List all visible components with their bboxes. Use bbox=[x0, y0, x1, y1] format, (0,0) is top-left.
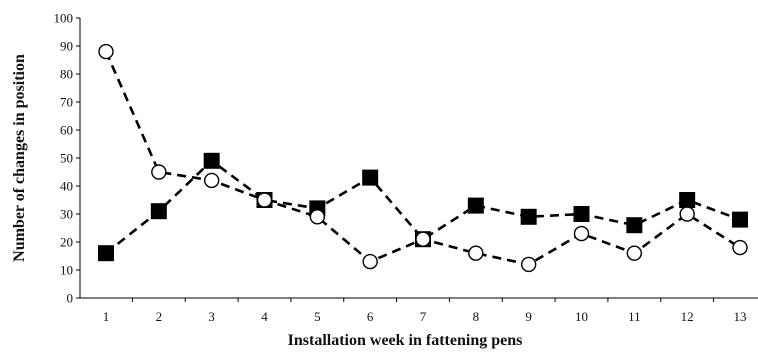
x-axis-title: Installation week in fattening pens bbox=[288, 332, 523, 349]
data-point-square bbox=[467, 197, 484, 214]
x-tick-label: 8 bbox=[473, 309, 480, 324]
data-point-circle bbox=[203, 172, 220, 189]
data-point-square bbox=[626, 217, 643, 234]
y-tick-label: 70 bbox=[60, 95, 73, 110]
series-layer bbox=[98, 43, 748, 273]
data-point-circle bbox=[256, 192, 273, 208]
data-point-circle bbox=[362, 253, 378, 270]
data-point-square bbox=[150, 203, 167, 220]
data-point-square bbox=[520, 208, 537, 225]
data-point-circle bbox=[415, 231, 431, 247]
y-tick-label: 0 bbox=[67, 291, 74, 306]
data-point-square bbox=[203, 152, 220, 169]
x-tick-label: 5 bbox=[314, 309, 321, 324]
y-tick-label: 90 bbox=[60, 39, 73, 54]
y-tick-label: 50 bbox=[60, 151, 73, 166]
y-tick-label: 60 bbox=[60, 123, 73, 138]
x-tick-label: 13 bbox=[734, 309, 747, 324]
data-point-circle bbox=[520, 256, 537, 273]
x-tick-labels: 1 2 3 4 5 6 7 8 9 10 11 12 13 bbox=[103, 309, 747, 324]
axes bbox=[76, 17, 758, 302]
y-tick-label: 10 bbox=[60, 263, 73, 278]
y-tick-label: 80 bbox=[60, 67, 73, 82]
y-tick-label: 40 bbox=[60, 179, 73, 194]
data-point-circle bbox=[98, 43, 114, 60]
x-tick-label: 9 bbox=[525, 309, 532, 324]
x-tick-label: 6 bbox=[367, 309, 374, 324]
y-tick-label: 30 bbox=[60, 207, 73, 222]
data-point-circle bbox=[679, 206, 695, 222]
y-axis-title: Number of changes in position bbox=[11, 54, 28, 262]
series-2-markers bbox=[98, 43, 748, 273]
y-tick-label: 100 bbox=[54, 11, 74, 26]
data-point-circle bbox=[573, 225, 590, 242]
data-point-circle bbox=[732, 239, 748, 256]
data-point-circle bbox=[468, 245, 484, 261]
data-point-circle bbox=[151, 164, 167, 180]
x-tick-label: 12 bbox=[681, 309, 694, 324]
x-tick-label: 4 bbox=[261, 309, 268, 324]
data-point-square bbox=[732, 211, 748, 228]
data-point-square bbox=[362, 169, 379, 186]
data-point-square bbox=[98, 245, 114, 262]
data-point-square bbox=[679, 192, 696, 208]
data-point-square bbox=[573, 206, 590, 222]
x-tick-label: 11 bbox=[628, 309, 641, 324]
data-point-circle bbox=[309, 209, 326, 225]
y-tick-label: 20 bbox=[60, 235, 73, 250]
x-tick-label: 1 bbox=[103, 309, 110, 324]
x-tick-label: 10 bbox=[575, 309, 588, 324]
x-tick-label: 3 bbox=[208, 309, 215, 324]
y-tick-labels: 0 10 20 30 40 50 60 70 80 90 100 bbox=[54, 11, 74, 306]
x-tick-label: 2 bbox=[156, 309, 163, 324]
x-tick-label: 7 bbox=[420, 309, 427, 324]
data-point-circle bbox=[626, 245, 643, 261]
